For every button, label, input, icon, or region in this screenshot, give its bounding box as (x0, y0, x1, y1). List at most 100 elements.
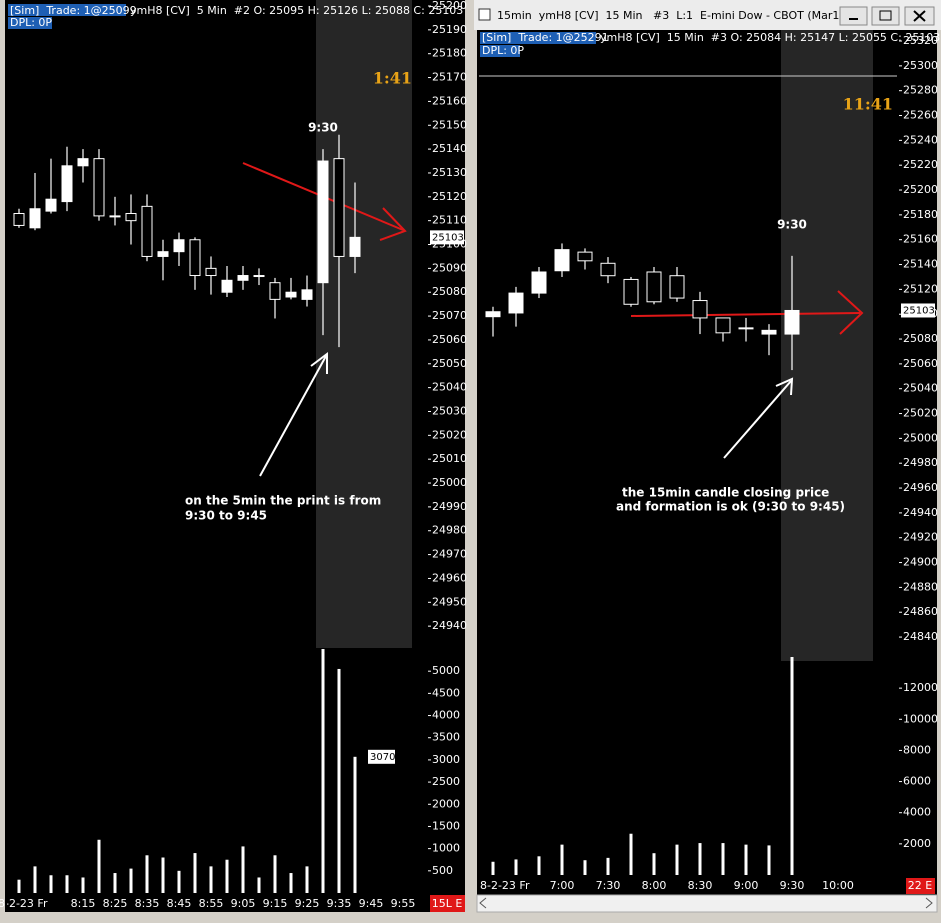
x-tick-label: 8:00 (642, 879, 667, 892)
y-tick-label: 25280 (903, 84, 938, 97)
volume-bar (193, 853, 197, 893)
candle-body (600, 262, 616, 277)
y-tick-label: 25200 (432, 0, 467, 12)
minimize-button[interactable] (839, 6, 868, 26)
y-tick-label: 24990 (432, 500, 467, 513)
candle-body (93, 158, 105, 217)
volume-tick-label: 500 (432, 864, 453, 877)
white-arrow-head (775, 377, 794, 396)
y-tick-label: 25170 (432, 71, 467, 84)
y-tick-label: 24980 (903, 456, 938, 469)
annotation: 9:30 to 9:45 (185, 509, 267, 523)
white-arrow-head (310, 352, 328, 374)
restore-button[interactable] (871, 6, 900, 26)
volume-bar (321, 649, 325, 893)
candle-body (13, 213, 25, 226)
x-tick-label: 9:00 (734, 879, 759, 892)
volume-bar (33, 866, 37, 893)
candle-body (669, 275, 685, 299)
volume-tick-label: 3000 (432, 753, 460, 766)
y-tick-label: 24880 (903, 580, 938, 593)
annotation: the 15min candle closing price (622, 486, 829, 500)
candle-body (77, 158, 89, 167)
candle-body (715, 317, 731, 334)
volume-bar (241, 846, 245, 893)
volume-tick-label: 8000 (903, 743, 931, 756)
candle-body (646, 271, 662, 303)
y-tick-label: 25110 (432, 214, 467, 227)
volume-bar (491, 861, 495, 875)
x-tick-label: 9:30 (780, 879, 805, 892)
x-tick-label: 8:30 (688, 879, 713, 892)
last-price-box (430, 230, 464, 245)
volume-tick-label: 5000 (432, 664, 460, 677)
y-tick-label: 25130 (432, 166, 467, 179)
candle-body (205, 267, 217, 277)
y-tick-label: 25000 (432, 476, 467, 489)
y-tick-label: 24920 (903, 531, 938, 544)
y-tick-label: 24860 (903, 605, 938, 618)
annotation: and formation is ok (9:30 to 9:45) (616, 500, 845, 514)
account: [Sim] Trade: 1@25099 (10, 4, 137, 17)
candle-body (349, 236, 361, 257)
volume-bar (257, 877, 261, 893)
scroll-left[interactable] (479, 897, 487, 909)
volume-bar (81, 877, 85, 893)
window-icon (478, 8, 491, 21)
y-tick-label: 25180 (903, 208, 938, 221)
x-tick-label: 8:15 (71, 897, 96, 910)
y-tick-label: 24940 (903, 506, 938, 519)
y-tick-label: 25070 (432, 309, 467, 322)
x-tick-label: 8:45 (167, 897, 192, 910)
corner-label: 22 E (908, 879, 932, 892)
date-label: 8-2-23 Fr (480, 879, 530, 892)
volume-bar (675, 844, 679, 875)
y-tick-label: 24900 (903, 556, 938, 569)
corner-badge (430, 895, 465, 912)
candle-body (485, 311, 501, 318)
y-tick-label: 25040 (903, 382, 938, 395)
highlight (781, 30, 873, 661)
clip-edge (5, 896, 7, 912)
candle-body (237, 275, 249, 281)
candle-body (623, 278, 639, 305)
red-arrow-head (379, 207, 407, 241)
volume-tick-label: 3500 (432, 731, 460, 744)
volume-bar (97, 839, 101, 893)
candle-body (125, 213, 137, 222)
volume-bar (337, 668, 341, 893)
volume-bar (273, 855, 277, 893)
y-tick-label: 25300 (903, 59, 938, 72)
last-price-box (901, 303, 935, 318)
y-tick-label: 25080 (903, 332, 938, 345)
scroll-right[interactable] (925, 897, 933, 909)
scrollbar[interactable] (476, 894, 938, 913)
volume-bar (145, 855, 149, 893)
y-tick-label: 25120 (432, 190, 467, 203)
y-tick-label: 25190 (432, 23, 467, 36)
dpl: DPL: 0P (10, 16, 52, 29)
account-badge (8, 4, 126, 16)
volume-bar (305, 866, 309, 893)
y-tick-label: 25000 (903, 431, 938, 444)
volume-bar (49, 875, 53, 893)
volume-label-box (368, 749, 395, 764)
y-tick-label: 25160 (903, 233, 938, 246)
y-tick-label: 25030 (432, 404, 467, 417)
candle-body (333, 158, 345, 257)
volume-bar (353, 756, 357, 893)
candle-body (45, 198, 57, 212)
x-tick-label: 7:30 (596, 879, 621, 892)
volume-tick-label: 2500 (432, 775, 460, 788)
y-tick-label: 25140 (432, 142, 467, 155)
red-arrow (630, 312, 861, 317)
x-tick-label: 9:45 (359, 897, 384, 910)
dpl-badge (8, 17, 52, 29)
volume-bar (514, 859, 518, 875)
candle-body (554, 249, 570, 272)
clock: 1:41 (373, 69, 412, 88)
candle-body (221, 279, 233, 293)
x-tick-label: 10:00 (822, 879, 854, 892)
candle-body (738, 327, 754, 330)
volume-bar (225, 859, 229, 893)
